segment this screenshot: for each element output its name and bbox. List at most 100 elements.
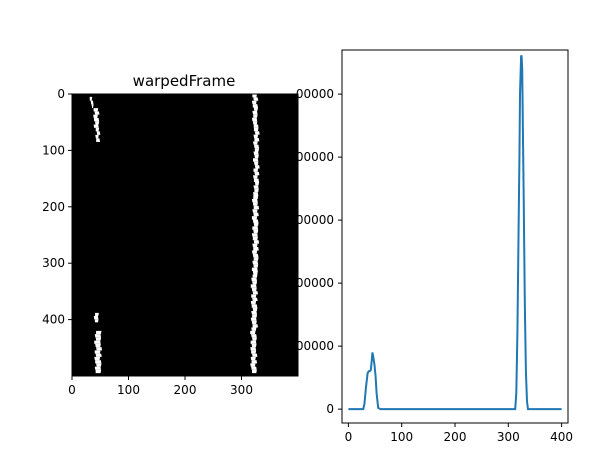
lane-pixel-strip <box>253 192 259 196</box>
lane-pixel-strip <box>254 165 260 169</box>
lane-pixel-strip <box>252 297 258 302</box>
x-tick-label: 200 <box>444 430 467 444</box>
x-tick-label: 100 <box>117 383 140 397</box>
lane-pixel-strip <box>251 198 258 203</box>
lane-pixel-strip <box>95 353 102 357</box>
lane-pixel-strip <box>254 154 259 159</box>
lane-pixel-strip <box>250 330 256 335</box>
y-tick-label: 00000 <box>296 150 334 164</box>
lane-pixel-strip <box>251 233 258 237</box>
lane-pixel-strip <box>250 363 256 367</box>
warped-frame-y-ticks: 0 100 200 300 400 <box>42 87 72 327</box>
lane-pixel-strip <box>253 205 260 210</box>
lane-pixel-strip <box>253 247 259 251</box>
lane-pixel-strip <box>252 369 257 374</box>
y-tick-label: 300 <box>42 256 65 270</box>
lane-pixel-strip <box>254 181 260 186</box>
y-tick-label: 00000 <box>296 87 334 101</box>
y-tick-label: 00000 <box>296 339 334 353</box>
lane-pixel-strip <box>253 185 259 189</box>
lane-pixel-strip <box>251 366 257 370</box>
lane-pixel-strip <box>252 337 257 341</box>
lane-pixel-strip <box>251 100 257 105</box>
lane-pixel-strip <box>96 330 102 335</box>
lane-pixel-strip <box>254 171 260 176</box>
y-tick-label: 00000 <box>296 276 334 290</box>
lane-pixel-strip <box>253 107 258 111</box>
lane-pixel-strip <box>252 209 258 213</box>
lane-pixel-strip <box>253 161 259 166</box>
lane-pixel-strip <box>252 202 258 206</box>
lane-pixel-strip <box>94 366 102 370</box>
lane-pixel-strip <box>251 310 257 315</box>
lane-pixel-strip <box>89 96 93 101</box>
lane-pixel-strip <box>252 324 258 328</box>
x-tick-label: 300 <box>230 383 253 397</box>
y-tick-label: 0 <box>326 402 334 416</box>
lane-pixel-strip <box>94 334 102 338</box>
lane-pixel-strip <box>93 108 99 112</box>
lane-pixel-strip <box>253 175 258 179</box>
lane-pixel-strip <box>252 219 259 223</box>
lane-pixel-strip <box>252 94 257 98</box>
histogram-series-line <box>348 55 562 411</box>
lane-pixel-strip <box>252 121 258 125</box>
lane-pixel-strip <box>251 350 257 354</box>
lane-pixel-strip <box>95 312 99 317</box>
lane-pixel-strip <box>96 363 102 367</box>
x-tick-label: 0 <box>68 383 76 397</box>
warped-frame-x-ticks: 0 100 200 300 <box>68 376 253 397</box>
lane-pixel-strip <box>252 243 258 248</box>
lane-pixel-strip <box>252 271 258 275</box>
lane-pixel-strip <box>253 114 258 118</box>
lane-pixel-strip <box>253 240 260 244</box>
lane-pixel-strip <box>253 97 259 101</box>
lane-pixel-strip <box>94 121 100 125</box>
lane-pixel-strip <box>251 117 258 122</box>
y-tick-label: 0 <box>57 87 65 101</box>
lane-pixel-strip <box>94 350 101 354</box>
lane-pixel-strip <box>253 127 259 132</box>
lane-pixel-strip <box>250 340 257 344</box>
lane-pixel-strip <box>250 284 257 288</box>
lane-pixel-strip <box>252 110 258 115</box>
lane-pixel-strip <box>252 226 259 230</box>
lane-pixel-strip <box>253 264 259 268</box>
lane-pixel-strip <box>251 343 257 348</box>
lane-pixel-strip <box>95 337 102 341</box>
lane-pixel-strip <box>253 195 259 199</box>
lane-pixel-strip <box>251 304 258 308</box>
lane-pixel-strip <box>254 148 260 152</box>
lane-pixel-strip <box>90 100 94 105</box>
lane-pixel-strip <box>252 260 259 265</box>
lane-pixel-strip <box>252 236 258 241</box>
lane-pixel-strip <box>253 168 259 172</box>
lane-pixel-strip <box>252 281 258 285</box>
lane-pixel-strip <box>252 274 258 278</box>
lane-pixel-strip <box>252 291 258 295</box>
lane-pixel-strip <box>250 347 257 351</box>
lane-pixel-strip <box>251 267 258 272</box>
lane-pixel-strip <box>96 347 103 351</box>
lane-pixel-strip <box>94 117 100 122</box>
lane-pixel-strip <box>94 356 101 361</box>
panel-gap <box>298 60 301 380</box>
lane-pixel-strip <box>252 353 258 357</box>
lane-pixel-strip <box>93 124 99 128</box>
lane-pixel-strip <box>253 158 259 162</box>
lane-pixel-strip <box>250 301 257 305</box>
histogram-axes-frame <box>341 49 569 424</box>
lane-pixel-strip <box>252 314 258 318</box>
x-tick-label: 100 <box>390 430 413 444</box>
lane-pixel-strip <box>250 317 257 321</box>
lane-pixel-strip <box>95 127 100 132</box>
y-tick-label: 100 <box>42 143 65 157</box>
lane-pixel-strip <box>251 334 257 338</box>
lane-pixel-strip <box>95 369 102 374</box>
lane-pixel-strip <box>253 229 259 234</box>
lane-pixel-strip <box>95 343 101 348</box>
x-tick-label: 200 <box>174 383 197 397</box>
lane-pixel-strip <box>251 327 257 331</box>
